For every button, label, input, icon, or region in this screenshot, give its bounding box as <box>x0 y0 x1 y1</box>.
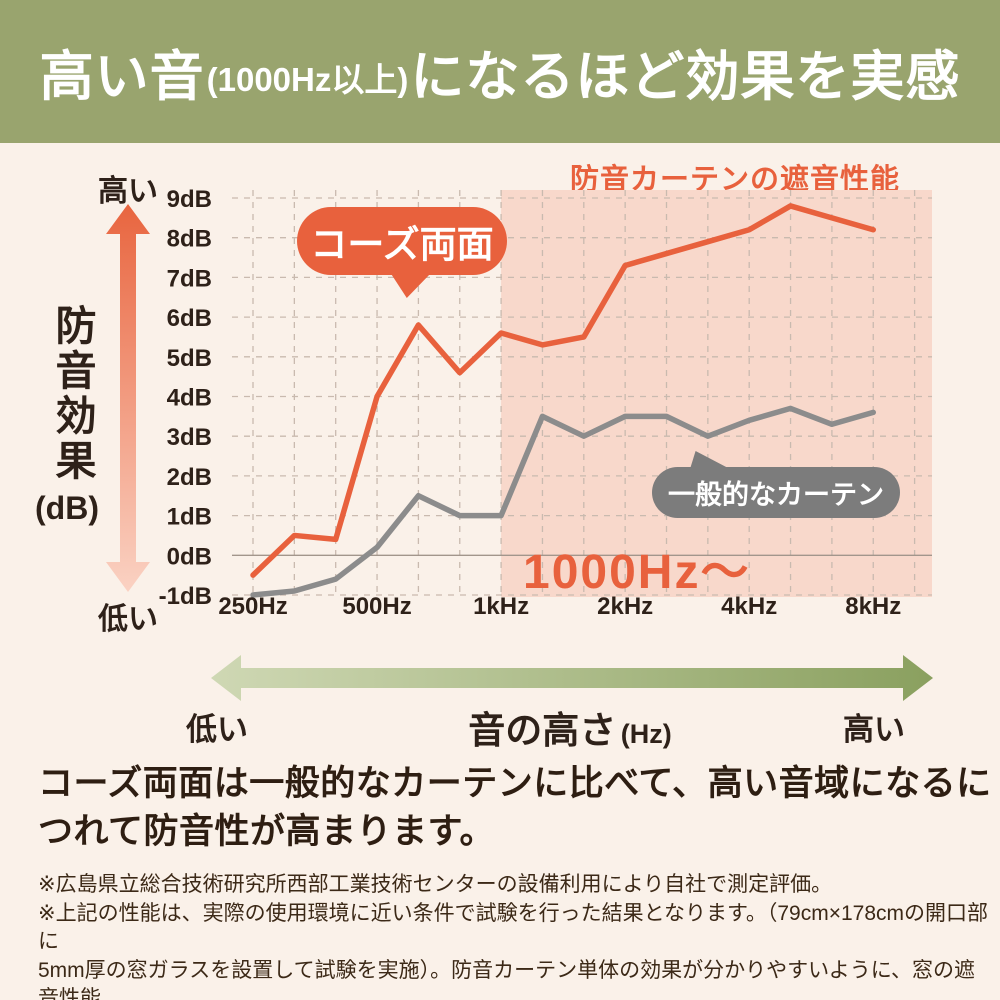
y-axis-label: 防音効果 <box>49 304 95 484</box>
y-axis-low-label: 低い <box>98 603 158 636</box>
page-title-part2: (1000Hz以上) <box>206 60 409 98</box>
summary-text-line2: つれて防音性が高まります。 <box>38 812 495 851</box>
x-tick-label: 4kHz <box>721 593 777 620</box>
y-tick-label: -1dB <box>159 583 212 610</box>
page-title-part1: 高い音 <box>39 47 205 107</box>
sound-insulation-line-chart: 9dB 8dB 7dB 6dB 5dB 4dB 3dB 2dB 1dB 0dB -1dB 250Hz 5… <box>159 186 932 620</box>
y-tick-label: 8dB <box>167 226 212 253</box>
series-line-コーズ両面 <box>250 203 876 578</box>
frequency-gradient-arrow-icon <box>211 655 933 701</box>
highlight-region-label: 1000Hz〜 <box>523 546 751 599</box>
x-tick-label: 500Hz <box>342 593 411 620</box>
series-label-general: 一般的なカーテン <box>668 480 884 510</box>
footnotes: ※広島県立総合技術研究所西部工業技術センターの設備利用により自社で測定評価。 ※… <box>38 871 988 1000</box>
summary-text-line1: コーズ両面は一般的なカーテンに比べて、高い音域になるに <box>38 764 992 803</box>
y-tick-label: 1dB <box>167 504 212 531</box>
y-tick-label: 6dB <box>167 305 212 332</box>
y-axis-high-label: 高い <box>98 175 158 208</box>
y-tick-label: 2dB <box>167 464 212 491</box>
frequency-axis-label: 音の高さ <box>468 710 617 751</box>
header-banner: 高い音 (1000Hz以上) になるほど効果を実感 <box>0 0 1000 143</box>
highlight-region-1000hz <box>501 190 932 597</box>
series-line-一般的なカーテン <box>250 405 876 598</box>
series-label-cose: コーズ両面 <box>310 224 494 265</box>
frequency-axis-title: 音の高さ (Hz) <box>300 700 840 754</box>
y-axis-unit-label: (dB) <box>35 490 99 526</box>
y-tick-label: 9dB <box>167 186 212 213</box>
series-label-bubble-cose: コーズ両面 <box>297 207 507 298</box>
frequency-high-label: 高い <box>843 712 905 747</box>
y-tick-label: 0dB <box>167 543 212 570</box>
x-tick-label: 2kHz <box>597 593 653 620</box>
summary-text: コーズ両面は一般的なカーテンに比べて、高い音域になるに つれて防音性が高まります… <box>38 760 992 856</box>
x-tick-label: 8kHz <box>845 593 901 620</box>
footnote-line1: ※広島県立総合技術研究所西部工業技術センターの設備利用により自社で測定評価。 <box>38 873 833 896</box>
x-tick-label: 1kHz <box>473 593 529 620</box>
x-tick-label: 250Hz <box>218 593 287 620</box>
y-tick-label: 4dB <box>167 385 212 412</box>
series-label-bubble-general: 一般的なカーテン <box>652 451 900 518</box>
frequency-axis-unit: (Hz) <box>620 719 672 749</box>
y-tick-label: 7dB <box>167 265 212 292</box>
page-title-part3: になるほど効果を実感 <box>410 47 961 107</box>
y-tick-label: 3dB <box>167 424 212 451</box>
frequency-low-label: 低い <box>186 712 248 747</box>
footnote-line2: ※上記の性能は、実際の使用環境に近い条件で試験を行った結果となります。（79cm… <box>38 901 989 954</box>
footnote-line3: 5mm厚の窓ガラスを設置して試験を実施）。防音カーテン単体の効果が分かりやすいよ… <box>38 958 976 1000</box>
y-tick-label: 5dB <box>167 345 212 372</box>
y-axis-gradient-arrow-icon <box>106 204 150 592</box>
